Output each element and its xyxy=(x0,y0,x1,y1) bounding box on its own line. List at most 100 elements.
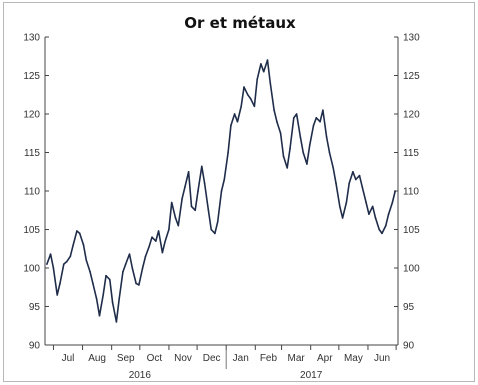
x-tick-label: Sep xyxy=(117,353,135,364)
data-point xyxy=(128,253,131,255)
data-point xyxy=(312,124,315,127)
data-point xyxy=(214,232,216,235)
data-point xyxy=(348,182,350,185)
data-point xyxy=(190,205,193,208)
data-point xyxy=(138,284,140,286)
x-tick-label: Apr xyxy=(317,353,333,364)
data-point xyxy=(151,236,153,238)
data-point xyxy=(78,232,81,235)
data-point xyxy=(335,182,337,185)
x-tick-label: Oct xyxy=(147,353,163,364)
right-y-tick-label: 120 xyxy=(403,110,420,121)
right-y-tick-label: 110 xyxy=(403,187,419,198)
data-point xyxy=(276,120,278,123)
data-point xyxy=(299,136,302,138)
data-point xyxy=(197,190,199,192)
data-point xyxy=(325,136,328,138)
data-point xyxy=(240,105,243,108)
x-tick-label: Feb xyxy=(260,353,278,364)
data-point xyxy=(371,205,374,208)
data-point xyxy=(89,271,91,273)
data-point xyxy=(345,201,348,204)
data-point xyxy=(157,230,160,232)
data-point xyxy=(387,213,390,215)
data-point xyxy=(207,209,210,212)
x-tick-label: Dec xyxy=(203,353,221,364)
data-point xyxy=(308,144,311,146)
data-point xyxy=(315,117,318,119)
data-point xyxy=(131,267,134,269)
data-point xyxy=(289,147,291,150)
data-point xyxy=(108,278,111,281)
x-tick-label: Jun xyxy=(374,353,390,364)
data-point xyxy=(148,245,151,248)
data-point xyxy=(200,165,203,168)
data-point xyxy=(365,201,367,204)
data-point xyxy=(62,263,65,265)
data-point xyxy=(65,261,68,263)
left-y-tick-label: 105 xyxy=(23,225,40,236)
data-point xyxy=(216,221,219,223)
data-point xyxy=(354,178,357,181)
data-point xyxy=(273,109,275,111)
data-point xyxy=(161,251,164,254)
x-tick-label: May xyxy=(344,353,363,364)
chart-axes: 90 95 100 105 110 115 120 125 130 90 95 100 105 110 11… xyxy=(23,33,420,382)
right-y-tick-label: 115 xyxy=(403,148,419,159)
data-point xyxy=(184,186,186,188)
data-point xyxy=(236,120,239,123)
data-point xyxy=(246,93,249,96)
data-point xyxy=(295,113,298,115)
data-point xyxy=(256,78,258,81)
data-point xyxy=(177,224,180,227)
left-y-tick-label: 125 xyxy=(23,71,40,82)
data-point xyxy=(135,282,137,285)
left-y-tick-label: 130 xyxy=(23,33,40,44)
x-tick-label: Jul xyxy=(62,353,75,364)
data-point xyxy=(322,109,324,111)
right-y-tick-label: 100 xyxy=(403,264,420,275)
right-y-tick-label: 105 xyxy=(403,225,420,236)
x-year-label: 2016 xyxy=(129,370,152,381)
data-point xyxy=(122,271,124,273)
left-y-tick-label: 95 xyxy=(29,302,41,313)
left-y-tick-label: 110 xyxy=(24,187,40,198)
x-tick-label: Aug xyxy=(88,353,106,364)
data-point xyxy=(144,255,147,258)
data-point xyxy=(76,230,78,232)
data-point xyxy=(223,178,226,181)
data-point xyxy=(59,282,61,285)
data-point xyxy=(52,267,55,269)
data-point xyxy=(49,253,52,255)
data-point xyxy=(282,155,285,158)
data-point xyxy=(358,174,361,177)
right-y-tick-label: 95 xyxy=(403,302,415,313)
data-point xyxy=(286,167,289,169)
data-point xyxy=(85,259,88,262)
x-tick-label: Mar xyxy=(288,353,306,364)
left-y-tick-label: 100 xyxy=(23,264,40,275)
data-point xyxy=(384,224,387,227)
data-point xyxy=(170,201,173,204)
left-y-tick-label: 90 xyxy=(29,341,41,352)
data-point xyxy=(394,190,396,192)
data-point xyxy=(381,232,383,235)
right-y-tick-label: 130 xyxy=(403,33,420,44)
data-point xyxy=(302,151,304,154)
data-point xyxy=(374,217,377,219)
data-point xyxy=(210,228,212,231)
data-point xyxy=(203,182,206,185)
data-point xyxy=(253,105,256,108)
data-point xyxy=(92,282,94,285)
data-point xyxy=(292,117,295,119)
data-point xyxy=(164,240,166,242)
data-point xyxy=(124,263,127,265)
data-point xyxy=(230,124,232,127)
data-point xyxy=(338,205,341,208)
data-point xyxy=(56,294,59,296)
right-y-tick-label: 90 xyxy=(403,341,415,352)
data-point xyxy=(220,190,223,192)
data-point xyxy=(361,186,364,188)
data-point xyxy=(168,228,170,231)
